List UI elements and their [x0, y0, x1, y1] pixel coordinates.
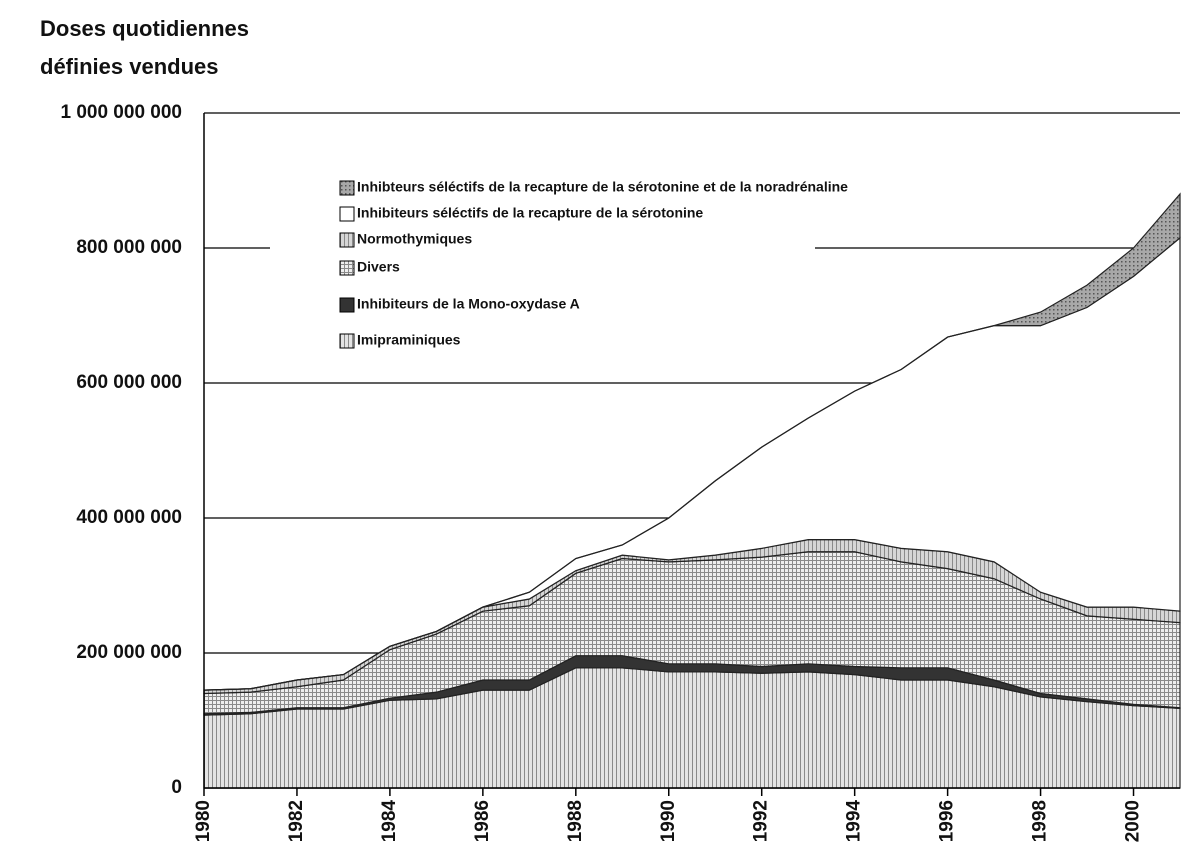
x-tick-label: 1990 — [658, 800, 679, 842]
y-tick-label: 600 000 000 — [76, 372, 182, 393]
x-tick-label: 2000 — [1123, 800, 1144, 842]
x-tick-label: 1984 — [379, 800, 400, 843]
legend-label: Normothymiques — [357, 231, 472, 247]
x-tick-label: 1992 — [751, 800, 772, 842]
x-tick-label: 1980 — [193, 800, 214, 842]
legend-swatch — [339, 333, 355, 349]
x-tick-label: 1996 — [937, 800, 958, 842]
legend-swatch — [339, 232, 355, 248]
x-tick-label: 1988 — [565, 800, 586, 842]
legend-label: Inhibteurs séléctifs de la recapture de … — [357, 179, 848, 195]
legend-swatch — [339, 180, 355, 196]
x-tick-label: 1998 — [1030, 800, 1051, 842]
y-tick-label: 0 — [171, 777, 182, 798]
chart-title: Doses quotidiennes — [40, 16, 249, 41]
x-tick-label: 1982 — [286, 800, 307, 842]
area — [203, 192, 1181, 691]
y-tick-label: 200 000 000 — [76, 642, 182, 663]
legend-label: Divers — [357, 259, 400, 275]
legend-swatch — [339, 206, 355, 222]
legend-label: Inhibiteurs séléctifs de la recapture de… — [357, 205, 703, 221]
legend-box — [270, 150, 815, 365]
y-tick-label: 1 000 000 000 — [60, 102, 182, 123]
chart-title: définies vendues — [40, 54, 219, 79]
legend-swatch — [339, 260, 355, 276]
legend-label: Inhibiteurs de la Mono-oxydase A — [357, 296, 580, 312]
x-tick-label: 1994 — [844, 800, 865, 843]
legend-swatch — [339, 297, 355, 313]
x-tick-label: 1986 — [472, 800, 493, 842]
legend-label: Imipraminiques — [357, 332, 461, 348]
y-tick-label: 400 000 000 — [76, 507, 182, 528]
y-tick-label: 800 000 000 — [76, 237, 182, 258]
